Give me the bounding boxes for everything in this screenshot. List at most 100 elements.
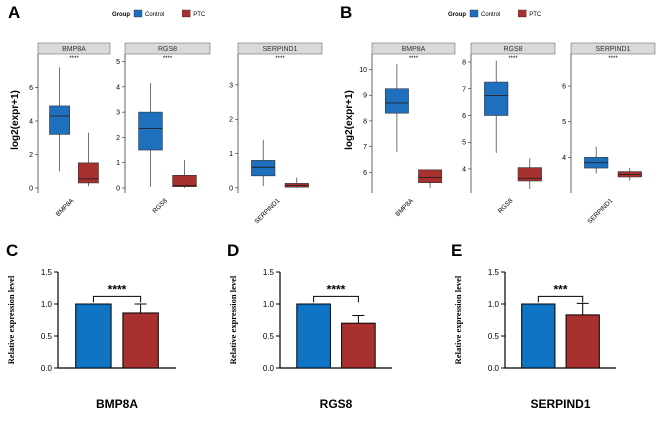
y-axis-title: log2(expr+1)	[10, 90, 21, 150]
y-tick-label: 4	[29, 118, 33, 125]
legend-title: Group	[448, 12, 466, 18]
facet-strip-label: SERPIND1	[262, 46, 297, 53]
box-control	[251, 139, 276, 187]
legend-title: Group	[112, 12, 130, 18]
significance-label: ****	[327, 282, 346, 296]
y-tick-label: 0.5	[488, 332, 500, 341]
facet-strip-label: SERPIND1	[595, 46, 630, 53]
x-category-label: SERPIND1	[586, 197, 614, 225]
legend-label-ptc: PTC	[193, 12, 206, 18]
bar-rect	[75, 303, 112, 369]
y-tick-label: 0.0	[263, 364, 275, 373]
x-category-label: RGS8	[497, 197, 515, 215]
box-control	[484, 60, 509, 153]
box-body	[172, 175, 197, 187]
significance-label: ***	[553, 282, 567, 296]
box-ptc	[172, 160, 197, 188]
x-category-label: RGS8	[151, 197, 169, 215]
y-tick-label: 0.0	[488, 364, 500, 373]
box-ptc	[78, 132, 99, 187]
box-ptc	[418, 169, 443, 188]
bar-control	[521, 303, 556, 369]
panel-letter-C: C	[6, 241, 18, 260]
box-ptc	[617, 168, 642, 181]
bar-control	[75, 303, 112, 369]
y-tick-label: 0.5	[263, 332, 275, 341]
y-tick-label: 1.0	[41, 300, 53, 309]
bracket-line	[92, 295, 142, 303]
y-tick-label: 1	[229, 151, 233, 158]
box-control	[384, 64, 409, 152]
y-tick-label: 1.5	[263, 268, 275, 277]
box-control	[584, 146, 609, 174]
bar-rect	[122, 312, 159, 369]
bar-rect	[341, 322, 376, 369]
y-tick-label: 1.0	[263, 300, 275, 309]
y-tick-label: 7	[462, 86, 466, 93]
significance-label: ****	[409, 56, 419, 62]
x-category-label: BMP8A	[55, 197, 76, 218]
box-body	[78, 162, 99, 184]
y-tick-label: 8	[462, 60, 466, 67]
facet-strip-label: BMP8A	[402, 46, 426, 53]
legend-label-control: Control	[481, 12, 500, 18]
y-axis-title: Relative expression level	[6, 275, 16, 364]
y-tick-label: 2	[116, 135, 120, 142]
box-ptc	[517, 158, 542, 189]
y-tick-label: 4	[462, 166, 466, 173]
box-body	[138, 111, 163, 151]
y-tick-label: 1	[116, 160, 120, 167]
y-axis-title: Relative expression level	[453, 275, 463, 364]
bar-rect	[296, 303, 331, 369]
significance-label: ****	[275, 56, 285, 62]
y-axis-title: log2(expr+1)	[344, 90, 355, 150]
box-body	[517, 167, 542, 182]
facet-strip	[124, 42, 211, 55]
facet-strip	[570, 42, 656, 55]
y-tick-label: 5	[116, 59, 120, 66]
y-tick-label: 0	[229, 185, 233, 192]
box-ptc	[284, 177, 309, 188]
bar-ptc	[565, 302, 600, 369]
x-axis-title: BMP8A	[96, 397, 138, 411]
facet-strip-label: RGS8	[503, 46, 522, 53]
panel-letter-A: A	[8, 3, 20, 22]
y-tick-label: 4	[562, 155, 566, 162]
legend-label-control: Control	[145, 12, 164, 18]
bar-rect	[565, 314, 600, 369]
significance-label: ****	[163, 56, 173, 62]
significance-bracket: ****	[92, 282, 142, 303]
box-body	[484, 81, 509, 116]
bar-rect	[521, 303, 556, 369]
facet-strip	[237, 42, 323, 55]
bracket-line	[537, 295, 584, 303]
box-body	[418, 169, 443, 184]
facet-strip	[371, 42, 456, 55]
y-tick-label: 6	[363, 170, 367, 177]
significance-label: ****	[508, 56, 518, 62]
panel-letter-E: E	[451, 241, 462, 260]
x-axis-title: RGS8	[320, 397, 353, 411]
y-tick-label: 10	[359, 67, 367, 74]
facet-strip-label: RGS8	[158, 46, 177, 53]
y-tick-label: 1.5	[488, 268, 500, 277]
y-axis-title: Relative expression level	[228, 275, 238, 364]
facet-strip	[37, 42, 111, 55]
significance-label: ****	[69, 56, 79, 62]
y-tick-label: 0.0	[41, 364, 53, 373]
panel-letter-D: D	[227, 241, 239, 260]
legend-swatch-ptc	[518, 9, 527, 18]
y-tick-label: 6	[462, 113, 466, 120]
y-tick-label: 0	[29, 185, 33, 192]
x-category-label: SERPIND1	[253, 197, 281, 225]
box-control	[49, 67, 70, 172]
significance-label: ****	[608, 56, 618, 62]
y-tick-label: 6	[562, 84, 566, 91]
bracket-line	[313, 295, 359, 303]
y-tick-label: 5	[562, 119, 566, 126]
y-tick-label: 5	[462, 140, 466, 147]
legend-label-ptc: PTC	[529, 12, 542, 18]
y-tick-label: 6	[29, 85, 33, 92]
